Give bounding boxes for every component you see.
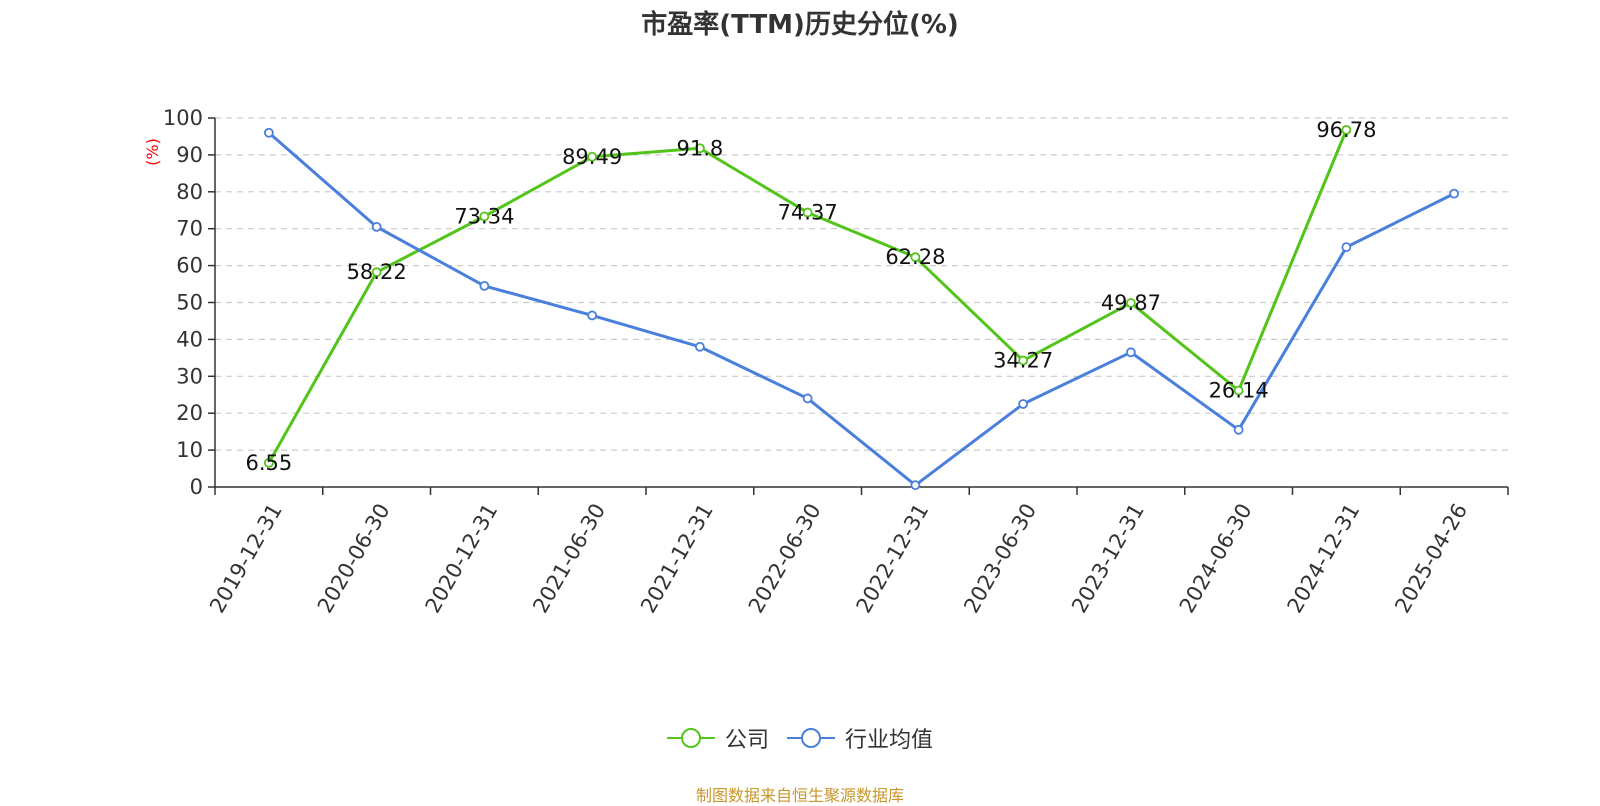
data-point[interactable] <box>371 267 382 278</box>
data-point[interactable] <box>1341 242 1352 253</box>
data-point[interactable] <box>1233 385 1244 396</box>
data-point[interactable] <box>479 280 490 291</box>
legend-item-company[interactable]: 公司 <box>666 722 769 754</box>
data-point[interactable] <box>1125 298 1136 308</box>
data-point[interactable] <box>694 341 705 352</box>
data-point[interactable] <box>263 457 274 468</box>
x-tick-label: 2021-12-31 <box>636 499 718 617</box>
y-tick-label: 30 <box>176 364 203 388</box>
y-tick-label: 70 <box>176 217 203 241</box>
data-label: 91.8 <box>676 136 723 160</box>
y-tick-label: 20 <box>176 401 203 425</box>
data-label: 26.14 <box>1209 379 1269 403</box>
data-label: 58.22 <box>347 260 407 284</box>
y-tick-label: 40 <box>176 327 203 351</box>
data-point[interactable] <box>587 151 598 162</box>
data-label: 96.78 <box>1316 118 1376 142</box>
legend: 公司 行业均值 <box>0 722 1600 754</box>
x-tick-label: 2025-04-26 <box>1390 499 1472 617</box>
grid-lines <box>215 117 1508 451</box>
legend-label-company: 公司 <box>724 728 769 753</box>
data-point[interactable] <box>479 211 490 222</box>
legend-item-industry[interactable]: 行业均值 <box>787 722 933 754</box>
data-point[interactable] <box>1125 347 1136 358</box>
data-point[interactable] <box>371 221 382 232</box>
data-labels: 6.55 58.22 73.34 89.49 91.8 74.37 62.28 34.27 49… <box>245 118 1376 475</box>
x-tick-label: 2019-12-31 <box>205 499 287 617</box>
series <box>263 124 1460 491</box>
y-tick-label: 0 <box>190 475 203 499</box>
series-line-1 <box>267 131 1455 487</box>
x-tick-label: 2022-12-31 <box>852 499 934 617</box>
source-note: 制图数据来自恒生聚源数据库 <box>695 786 904 805</box>
data-point[interactable] <box>263 127 274 138</box>
axes: 0 10 20 30 40 50 60 70 80 90 100(%) 2019-12-31 2020-… <box>143 106 1509 617</box>
y-tick-label: 100 <box>163 106 203 130</box>
data-point[interactable] <box>1449 188 1460 199</box>
y-tick-label: 60 <box>176 254 203 278</box>
data-point[interactable] <box>587 310 598 321</box>
data-point[interactable] <box>1018 399 1029 409</box>
x-tick-label: 2023-06-30 <box>959 499 1041 617</box>
data-point[interactable] <box>910 480 921 491</box>
x-tick-label: 2021-06-30 <box>528 499 610 617</box>
data-label: 73.34 <box>454 204 514 228</box>
data-label: 89.49 <box>562 145 622 169</box>
data-label: 62.28 <box>885 245 945 269</box>
data-point[interactable] <box>802 207 813 218</box>
x-tick-label: 2020-06-30 <box>313 499 395 617</box>
data-point[interactable] <box>1233 424 1244 435</box>
data-label: 6.55 <box>245 451 292 475</box>
y-tick-label: 10 <box>176 438 203 462</box>
x-tick-label: 2024-06-30 <box>1175 499 1257 617</box>
y-tick-label: 90 <box>176 143 203 167</box>
legend-label-industry: 行业均值 <box>845 728 934 753</box>
x-tick-label: 2022-06-30 <box>744 499 826 617</box>
legend-marker-industry <box>787 728 835 748</box>
data-label: 49.87 <box>1101 291 1161 315</box>
data-label: 34.27 <box>993 349 1053 373</box>
x-tick-label: 2020-12-31 <box>421 499 503 617</box>
data-point[interactable] <box>694 143 705 154</box>
x-tick-label: 2023-12-31 <box>1067 499 1149 617</box>
data-point[interactable] <box>1341 124 1352 135</box>
data-point[interactable] <box>1018 355 1029 366</box>
legend-marker-company <box>666 728 715 748</box>
y-axis-label: (%) <box>143 138 162 166</box>
y-tick-label: 50 <box>176 291 203 315</box>
x-tick-label: 2024-12-31 <box>1283 499 1365 617</box>
data-label: 74.37 <box>778 201 838 225</box>
y-tick-label: 80 <box>176 180 203 204</box>
chart-title: 市盈率(TTM)历史分位(%) <box>641 10 959 40</box>
data-point[interactable] <box>910 252 921 263</box>
data-point[interactable] <box>802 393 813 404</box>
